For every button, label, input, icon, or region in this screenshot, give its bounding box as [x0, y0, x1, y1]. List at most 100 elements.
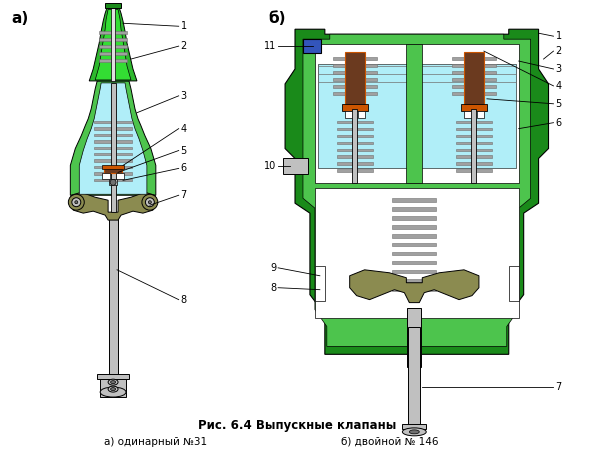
- Bar: [393, 216, 436, 219]
- Bar: [100, 379, 126, 397]
- Bar: [365, 85, 377, 88]
- Bar: [393, 261, 436, 265]
- Bar: [456, 170, 492, 172]
- Bar: [407, 308, 421, 367]
- Bar: [484, 57, 496, 60]
- Bar: [116, 173, 124, 180]
- Bar: [94, 140, 132, 142]
- Bar: [461, 104, 487, 111]
- Bar: [452, 64, 464, 67]
- Bar: [456, 155, 492, 158]
- Bar: [102, 173, 110, 180]
- Bar: [333, 92, 345, 95]
- Ellipse shape: [146, 198, 154, 207]
- Bar: [484, 71, 496, 74]
- Bar: [402, 424, 426, 429]
- Bar: [99, 52, 127, 55]
- Bar: [105, 3, 121, 9]
- Bar: [94, 133, 132, 136]
- Polygon shape: [79, 83, 147, 194]
- Bar: [337, 134, 372, 137]
- Polygon shape: [70, 81, 156, 195]
- Bar: [315, 188, 519, 317]
- Ellipse shape: [108, 379, 118, 385]
- Bar: [393, 234, 436, 238]
- Text: б) двойной № 146: б) двойной № 146: [341, 437, 438, 447]
- Bar: [102, 165, 124, 170]
- Bar: [365, 64, 377, 67]
- Bar: [94, 172, 132, 175]
- Text: 2: 2: [181, 41, 187, 51]
- Text: 8: 8: [270, 283, 276, 293]
- Bar: [97, 374, 129, 379]
- Text: 7: 7: [555, 382, 562, 392]
- Bar: [342, 104, 368, 111]
- Text: 1: 1: [181, 21, 187, 31]
- Bar: [456, 121, 492, 123]
- Text: 7: 7: [181, 190, 187, 200]
- Bar: [393, 243, 436, 247]
- Bar: [477, 111, 484, 118]
- Bar: [109, 218, 118, 379]
- Bar: [94, 121, 132, 123]
- Bar: [393, 225, 436, 228]
- Bar: [333, 85, 345, 88]
- Bar: [99, 38, 127, 41]
- Bar: [333, 57, 345, 60]
- Bar: [452, 71, 464, 74]
- Bar: [464, 111, 471, 118]
- Polygon shape: [89, 4, 137, 81]
- Bar: [452, 78, 464, 81]
- Bar: [408, 327, 421, 427]
- Bar: [315, 44, 519, 183]
- Bar: [345, 52, 365, 109]
- Bar: [452, 85, 464, 88]
- Bar: [456, 128, 492, 130]
- Bar: [94, 166, 132, 169]
- Bar: [110, 83, 116, 212]
- Text: а): а): [12, 11, 29, 26]
- Bar: [99, 45, 127, 48]
- Ellipse shape: [75, 201, 78, 204]
- Bar: [318, 64, 516, 169]
- Bar: [99, 31, 127, 34]
- Bar: [456, 134, 492, 137]
- Text: 5: 5: [555, 99, 562, 109]
- Bar: [94, 179, 132, 181]
- Bar: [337, 155, 372, 158]
- Bar: [452, 92, 464, 95]
- Bar: [472, 109, 476, 183]
- Text: Рис. 6.4 Выпускные клапаны: Рис. 6.4 Выпускные клапаны: [198, 419, 396, 432]
- Bar: [393, 207, 436, 210]
- Bar: [94, 153, 132, 155]
- Text: 3: 3: [555, 64, 561, 74]
- Ellipse shape: [409, 430, 419, 434]
- Bar: [94, 146, 132, 149]
- Bar: [337, 121, 372, 123]
- Bar: [337, 162, 372, 165]
- Polygon shape: [303, 34, 530, 346]
- Text: 6: 6: [555, 118, 561, 128]
- Ellipse shape: [148, 201, 151, 204]
- Ellipse shape: [100, 387, 126, 397]
- Ellipse shape: [110, 380, 116, 384]
- Bar: [345, 111, 352, 118]
- Bar: [303, 39, 321, 53]
- Bar: [484, 85, 496, 88]
- Text: 3: 3: [181, 91, 187, 101]
- Bar: [94, 127, 132, 130]
- Polygon shape: [350, 270, 479, 303]
- Ellipse shape: [108, 386, 118, 392]
- Bar: [406, 44, 422, 183]
- Bar: [393, 279, 436, 282]
- Polygon shape: [285, 29, 548, 354]
- Ellipse shape: [110, 180, 116, 185]
- Bar: [358, 111, 365, 118]
- Text: 9: 9: [270, 263, 276, 273]
- Bar: [393, 270, 436, 273]
- Bar: [484, 92, 496, 95]
- Bar: [393, 198, 436, 202]
- Text: 5: 5: [181, 145, 187, 155]
- Bar: [337, 170, 372, 172]
- Bar: [283, 159, 308, 174]
